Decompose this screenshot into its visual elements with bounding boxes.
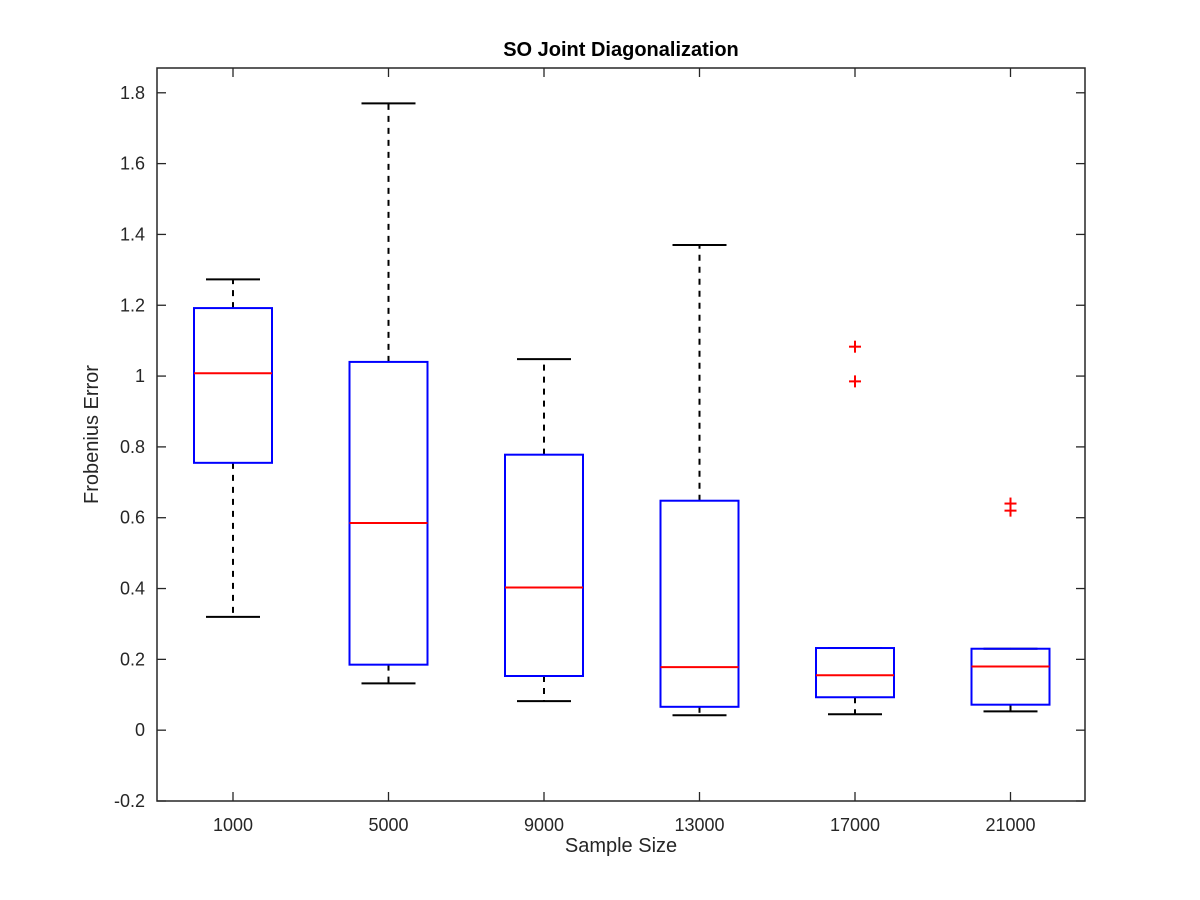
y-tick-label: 1: [135, 366, 145, 386]
outlier-marker: [849, 340, 861, 353]
x-tick-label: 21000: [985, 815, 1035, 835]
y-tick-label: -0.2: [114, 791, 145, 811]
x-tick-label: 1000: [213, 815, 253, 835]
y-tick-label: 0.4: [120, 579, 145, 599]
box-group-21000: [970, 497, 1051, 713]
outlier-marker: [849, 375, 861, 388]
y-tick-label: 0.6: [120, 508, 145, 528]
y-tick-label: 0: [135, 720, 145, 740]
outlier-marker: [1004, 497, 1017, 510]
x-tick-label: 5000: [368, 815, 408, 835]
box-group-17000: [815, 340, 895, 716]
y-tick-label: 1.8: [120, 83, 145, 103]
chart-title: SO Joint Diagonalization: [503, 39, 739, 61]
iqr-box: [659, 499, 740, 708]
x-tick-label: 13000: [674, 815, 724, 835]
y-axis-label: Frobenius Error: [81, 365, 103, 504]
x-axis-label: Sample Size: [565, 835, 677, 857]
box-group-5000: [348, 102, 429, 685]
iqr-box: [815, 647, 895, 699]
x-tick-label: 9000: [524, 815, 564, 835]
y-tick-label: 0.8: [120, 437, 145, 457]
iqr-box: [504, 453, 584, 678]
iqr-box: [970, 647, 1051, 706]
y-tick-label: 0.2: [120, 649, 145, 669]
iqr-box: [348, 360, 429, 666]
iqr-box: [193, 307, 273, 464]
y-tick-label: 1.4: [120, 224, 145, 244]
ticks-layer: -0.2 0 0.2 0.4 0.6 0.8 1 1.2 1.4 1.6 1.8 1000 5000 90…: [114, 68, 1085, 835]
x-tick-label: 17000: [830, 815, 880, 835]
box-group-9000: [504, 358, 584, 703]
box-group-1000: [193, 278, 273, 618]
box-group-13000: [659, 244, 740, 717]
y-tick-label: 1.6: [120, 154, 145, 174]
axes-frame: [156, 67, 1086, 802]
y-tick-label: 1.2: [120, 295, 145, 315]
plot-layer: [193, 102, 1051, 717]
